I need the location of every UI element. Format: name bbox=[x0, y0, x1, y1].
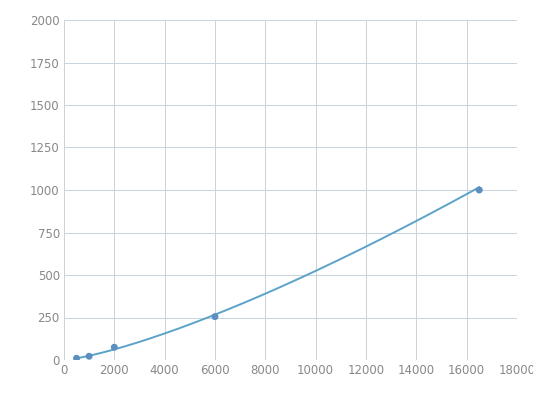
Point bbox=[211, 314, 219, 320]
Point bbox=[110, 344, 118, 350]
Point bbox=[475, 187, 483, 193]
Point bbox=[72, 355, 81, 362]
Point bbox=[85, 353, 93, 360]
